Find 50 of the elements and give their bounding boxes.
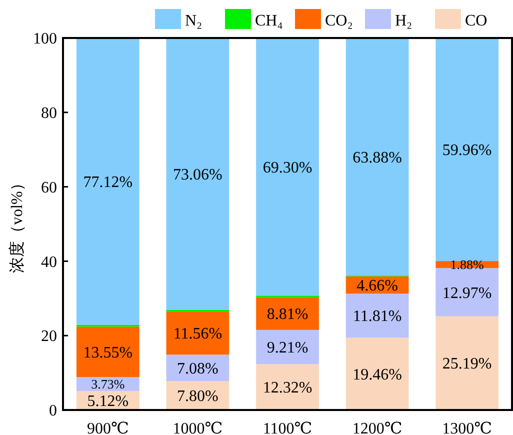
data-label: 19.46% bbox=[352, 366, 402, 384]
data-label: 3.73% bbox=[91, 376, 125, 392]
y-tick-label: 80 bbox=[41, 105, 57, 122]
bar bbox=[76, 326, 140, 378]
bar bbox=[76, 38, 140, 325]
data-label: 59.96% bbox=[442, 142, 492, 160]
data-label: 13.55% bbox=[83, 344, 133, 362]
bar bbox=[346, 294, 409, 338]
y-tick-label: 40 bbox=[41, 254, 57, 271]
bar bbox=[346, 38, 409, 276]
x-tick-label: 1100℃ bbox=[262, 420, 312, 435]
bar bbox=[256, 330, 319, 364]
bar bbox=[436, 38, 499, 262]
legend-label: N₂ bbox=[185, 12, 202, 30]
x-tick-label: 1300℃ bbox=[442, 420, 492, 435]
data-label: 12.32% bbox=[262, 380, 312, 397]
data-label: 8.81% bbox=[266, 306, 308, 324]
bar bbox=[436, 316, 499, 410]
legend-label: CO bbox=[465, 12, 488, 30]
data-label: 7.80% bbox=[177, 388, 218, 406]
legend-label: CH₄ bbox=[255, 12, 284, 30]
y-tick-label: 20 bbox=[41, 328, 57, 346]
y-tick-label: 100 bbox=[33, 30, 57, 48]
bar bbox=[256, 297, 319, 330]
data-label: 5.12% bbox=[87, 393, 129, 410]
y-axis-title: 浓度（vol%） bbox=[8, 175, 26, 273]
bar bbox=[166, 312, 230, 355]
data-label: 7.08% bbox=[177, 360, 218, 378]
x-tick-label: 1200℃ bbox=[352, 420, 402, 435]
bar bbox=[436, 268, 499, 316]
data-label: 11.81% bbox=[352, 308, 402, 326]
legend-label: H₂ bbox=[395, 12, 412, 30]
data-label: 69.30% bbox=[262, 159, 312, 176]
data-label: 63.88% bbox=[352, 149, 402, 166]
data-label: 12.97% bbox=[442, 284, 492, 302]
bar bbox=[256, 364, 319, 410]
bar bbox=[166, 38, 230, 310]
bar bbox=[346, 338, 409, 410]
y-tick-label: 60 bbox=[41, 179, 57, 196]
data-label: 73.06% bbox=[173, 166, 222, 184]
legend-label: CO₂ bbox=[325, 12, 353, 30]
x-tick-label: 1000℃ bbox=[172, 420, 223, 435]
data-label: 11.56% bbox=[173, 326, 222, 343]
data-label: 4.66% bbox=[356, 278, 398, 295]
y-tick-label: 0 bbox=[49, 402, 57, 420]
data-label: 9.21% bbox=[266, 340, 308, 357]
x-tick-label: 900℃ bbox=[86, 420, 129, 435]
data-label: 25.19% bbox=[442, 356, 492, 373]
bar bbox=[256, 38, 319, 296]
data-label: 77.12% bbox=[83, 174, 133, 191]
